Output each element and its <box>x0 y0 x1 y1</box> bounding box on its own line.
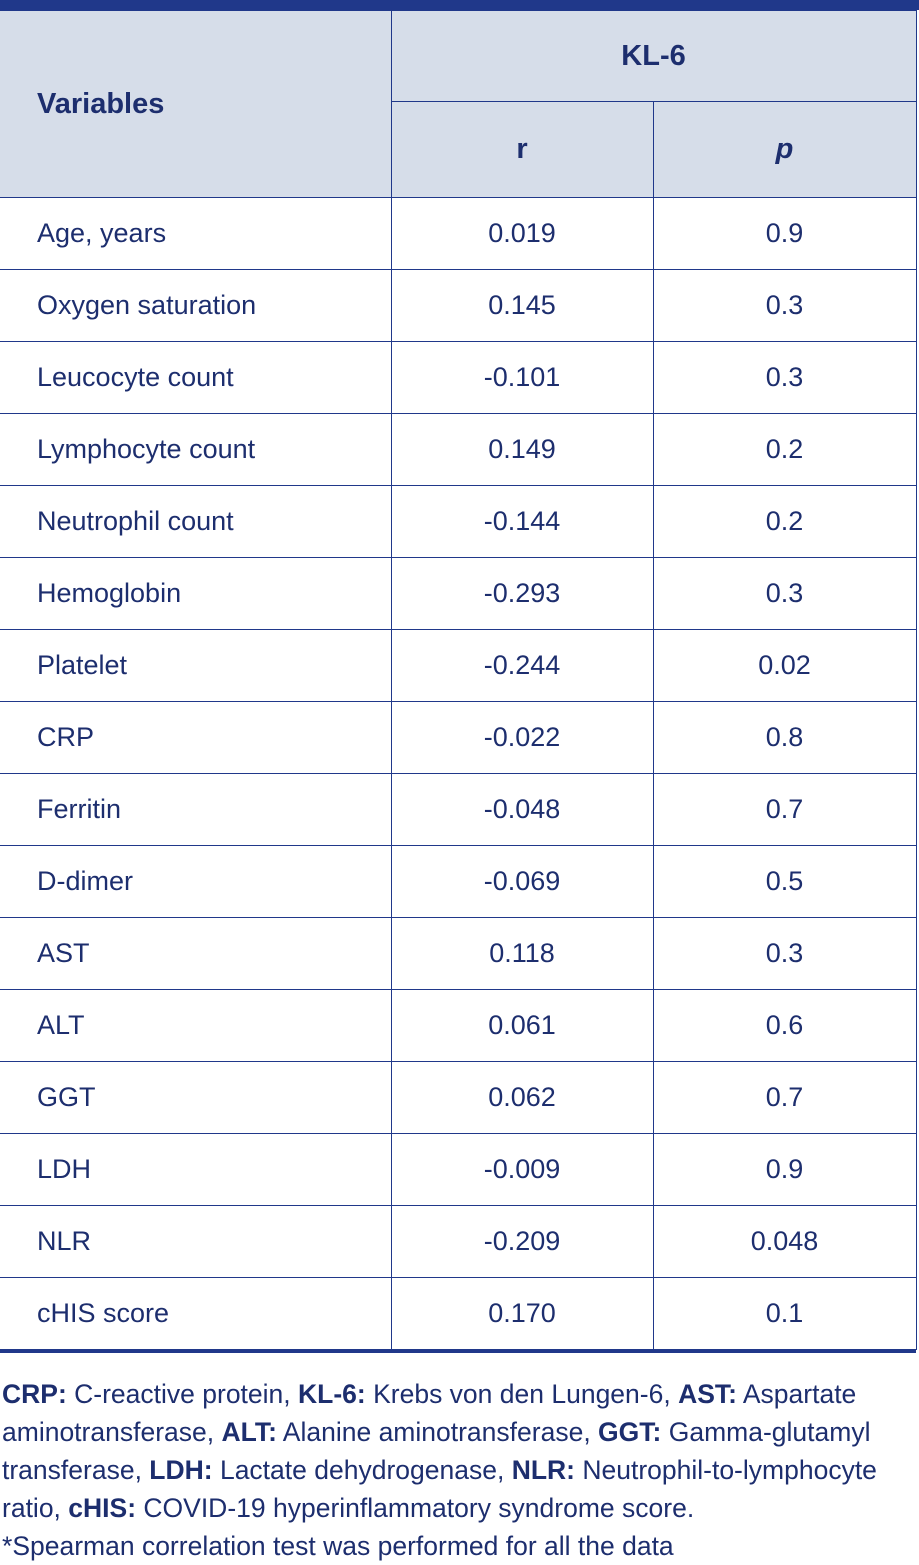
variable-name: Platelet <box>0 629 392 702</box>
variable-name: CRP <box>0 701 392 774</box>
r-value: -0.244 <box>390 629 654 702</box>
table-row: Lymphocyte count 0.149 0.2 <box>0 413 917 486</box>
variable-name: LDH <box>0 1133 392 1206</box>
variable-name: NLR <box>0 1205 392 1278</box>
variable-name: Age, years <box>0 197 392 270</box>
abbreviation-term: NLR: <box>511 1455 575 1485</box>
abbreviation-term: KL-6: <box>298 1379 366 1409</box>
p-value: 0.7 <box>652 1061 917 1134</box>
p-value: 0.048 <box>652 1205 917 1278</box>
r-value: -0.101 <box>390 341 654 414</box>
correlation-table: Variables KL-6 r p Age, years 0.019 0.9 Oxy… <box>0 10 917 1350</box>
variable-name: Lymphocyte count <box>0 413 392 486</box>
method-note: *Spearman correlation test was performed… <box>2 1531 674 1561</box>
header-kl6: KL-6 <box>390 10 917 102</box>
table-row: ALT 0.061 0.6 <box>0 989 917 1062</box>
r-value: -0.009 <box>390 1133 654 1206</box>
table-row: AST 0.118 0.3 <box>0 917 917 990</box>
abbreviation-definition: Krebs von den Lungen-6, <box>365 1379 679 1409</box>
abbreviation-definition: Gamma-glutamyl transferase, <box>2 1417 871 1485</box>
variable-name: GGT <box>0 1061 392 1134</box>
r-value: 0.149 <box>390 413 654 486</box>
p-value: 0.7 <box>652 773 917 846</box>
r-value: -0.209 <box>390 1205 654 1278</box>
top-rule <box>0 0 919 10</box>
p-value: 0.5 <box>652 845 917 918</box>
abbreviation-list: CRP: C-reactive protein, KL-6: Krebs von… <box>2 1379 877 1523</box>
abbreviation-definition: COVID-19 hyperinflammatory syndrome scor… <box>136 1493 695 1523</box>
abbreviation-definition: Lactate dehydrogenase, <box>212 1455 512 1485</box>
p-value: 0.9 <box>652 197 917 270</box>
table-row: Age, years 0.019 0.9 <box>0 197 917 270</box>
abbreviation-definition: Aspartate aminotransferase, <box>2 1379 857 1447</box>
table-body: Age, years 0.019 0.9 Oxygen saturation 0.145… <box>0 197 917 1350</box>
table-row: Neutrophil count -0.144 0.2 <box>0 485 917 558</box>
r-value: 0.061 <box>390 989 654 1062</box>
p-value: 0.3 <box>652 917 917 990</box>
table-row: Oxygen saturation 0.145 0.3 <box>0 269 917 342</box>
table-row: CRP -0.022 0.8 <box>0 701 917 774</box>
abbreviation-term: CRP: <box>2 1379 67 1409</box>
table-row: Leucocyte count -0.101 0.3 <box>0 341 917 414</box>
r-value: -0.022 <box>390 701 654 774</box>
p-value: 0.3 <box>652 557 917 630</box>
p-value: 0.2 <box>652 413 917 486</box>
abbreviation-term: ALT: <box>221 1417 277 1447</box>
p-value: 0.2 <box>652 485 917 558</box>
table-row: Hemoglobin -0.293 0.3 <box>0 557 917 630</box>
p-value: 0.1 <box>652 1277 917 1350</box>
header-variables: Variables <box>0 10 392 198</box>
table-row: Ferritin -0.048 0.7 <box>0 773 917 846</box>
variable-name: D-dimer <box>0 845 392 918</box>
r-value: -0.069 <box>390 845 654 918</box>
header-p: p <box>652 101 917 198</box>
r-value: 0.118 <box>390 917 654 990</box>
variable-name: Ferritin <box>0 773 392 846</box>
variable-name: ALT <box>0 989 392 1062</box>
abbreviation-term: cHIS: <box>68 1493 137 1523</box>
footnote: CRP: C-reactive protein, KL-6: Krebs von… <box>0 1353 918 1565</box>
r-value: 0.019 <box>390 197 654 270</box>
variable-name: Neutrophil count <box>0 485 392 558</box>
abbreviation-term: LDH: <box>149 1455 213 1485</box>
p-value: 0.8 <box>652 701 917 774</box>
p-value: 0.9 <box>652 1133 917 1206</box>
variable-name: AST <box>0 917 392 990</box>
abbreviation-definition: Neutrophil-to-lymphocyte ratio, <box>2 1455 877 1523</box>
abbreviation-term: GGT: <box>598 1417 662 1447</box>
table-row: GGT 0.062 0.7 <box>0 1061 917 1134</box>
p-value: 0.3 <box>652 341 917 414</box>
r-value: -0.048 <box>390 773 654 846</box>
bottom-rule <box>0 1350 916 1353</box>
variable-name: Oxygen saturation <box>0 269 392 342</box>
r-value: -0.293 <box>390 557 654 630</box>
table-row: Platelet -0.244 0.02 <box>0 629 917 702</box>
r-value: 0.145 <box>390 269 654 342</box>
r-value: 0.170 <box>390 1277 654 1350</box>
abbreviation-definition: Alanine aminotransferase, <box>276 1417 599 1447</box>
abbreviation-term: AST: <box>678 1379 737 1409</box>
p-value: 0.02 <box>652 629 917 702</box>
abbreviation-definition: C-reactive protein, <box>66 1379 299 1409</box>
table-row: D-dimer -0.069 0.5 <box>0 845 917 918</box>
variable-name: Leucocyte count <box>0 341 392 414</box>
p-value: 0.3 <box>652 269 917 342</box>
variable-name: cHIS score <box>0 1277 392 1350</box>
header-r: r <box>391 101 654 198</box>
table-row: NLR -0.209 0.048 <box>0 1205 917 1278</box>
variable-name: Hemoglobin <box>0 557 392 630</box>
p-value: 0.6 <box>652 989 917 1062</box>
r-value: -0.144 <box>390 485 654 558</box>
r-value: 0.062 <box>390 1061 654 1134</box>
table-row: cHIS score 0.170 0.1 <box>0 1277 917 1350</box>
table-row: LDH -0.009 0.9 <box>0 1133 917 1206</box>
